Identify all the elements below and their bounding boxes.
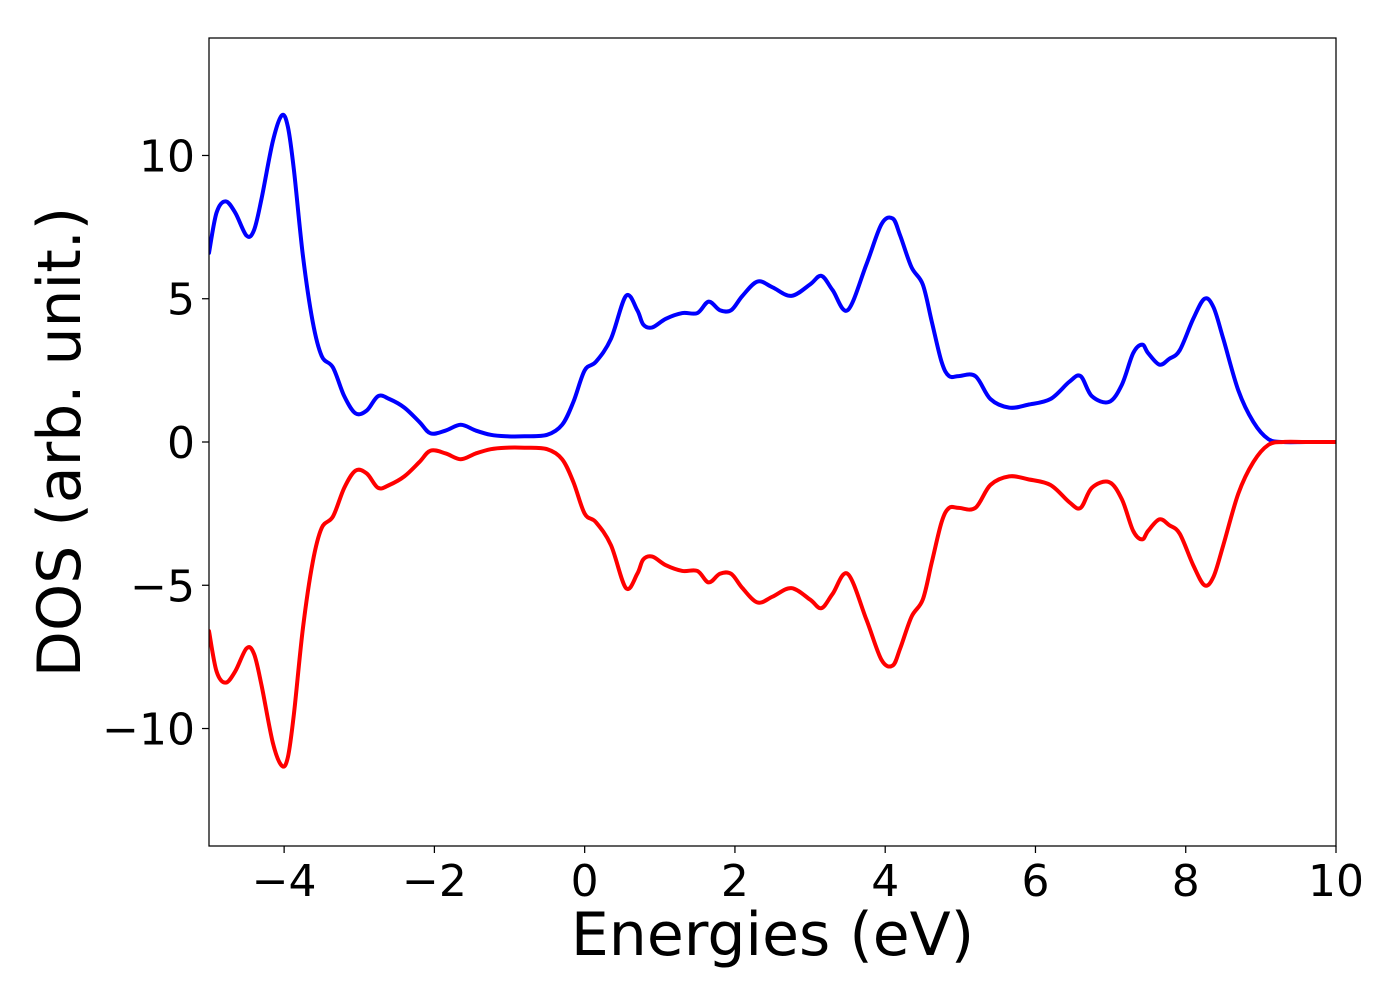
x-tick-label: 4 (871, 856, 899, 907)
x-tick-label: 10 (1308, 856, 1364, 907)
x-tick-label: 6 (1021, 856, 1049, 907)
series-line-spin-down (209, 439, 1336, 769)
y-tick-label: 5 (167, 275, 195, 326)
plot-frame (208, 37, 1337, 847)
series-line-spin-up (209, 112, 1336, 445)
y-tick-label: −10 (102, 705, 195, 756)
y-axis-label: DOS (arb. unit.) (25, 207, 95, 677)
y-tick-label: 0 (167, 418, 195, 469)
x-axis-label: Energies (eV) (571, 900, 974, 970)
x-tick-label: 2 (721, 856, 749, 907)
x-axis-ticks: −4 −2 0 2 4 6 8 10 (252, 846, 1364, 907)
y-axis-ticks: 10 5 0 −5 −10 (102, 131, 209, 756)
y-tick-label: −5 (130, 561, 195, 612)
series-layer (209, 112, 1336, 769)
y-tick-label: 10 (139, 131, 195, 182)
x-tick-label: −4 (252, 856, 317, 907)
x-tick-label: −2 (402, 856, 467, 907)
x-tick-label: 0 (571, 856, 599, 907)
x-tick-label: 8 (1172, 856, 1200, 907)
